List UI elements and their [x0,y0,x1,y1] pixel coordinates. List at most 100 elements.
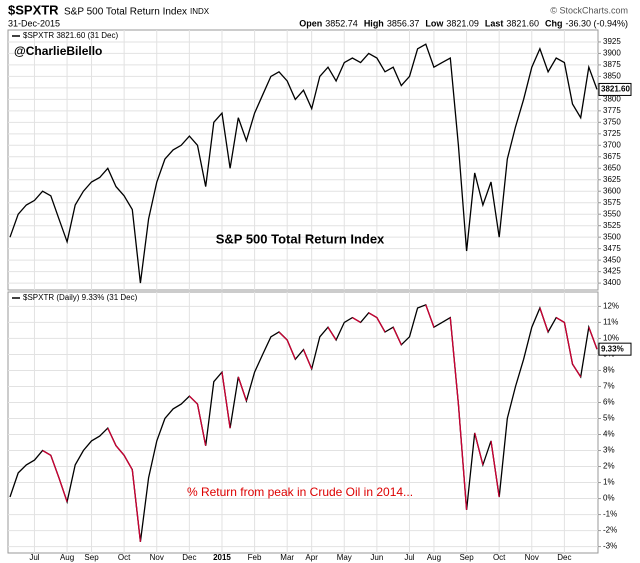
y-tick-label: 4% [603,430,615,439]
x-tick-label: Mar [280,553,294,562]
price-line [9,303,598,542]
down-segment [58,477,68,502]
exchange: INDX [190,7,210,16]
y-tick-label: 3625 [603,175,621,184]
subtitle: S&P 500 Total Return Index [64,7,187,18]
down-segment [449,317,460,405]
quote-label: Chg [545,18,563,28]
down-segment [221,371,231,429]
down-segment [376,317,386,333]
y-tick-label: 3475 [603,244,621,253]
y-tick-label: 2% [603,462,615,471]
x-tick-label: Dec [182,553,196,562]
y-tick-label: 3% [603,446,615,455]
x-tick-label: Nov [525,553,539,562]
x-tick-label: Aug [60,553,74,562]
x-tick-label: May [337,553,352,562]
x-tick-label: Aug [427,553,441,562]
x-tick-label: Apr [305,553,318,562]
down-segment [188,395,198,405]
x-tick-label: Sep [459,553,474,562]
down-segment [131,469,142,542]
quote-value: 3856.37 [387,18,420,28]
y-tick-label: 7% [603,382,615,391]
y-tick-label: 3725 [603,129,621,138]
down-segment [327,326,337,341]
down-segment [42,449,52,456]
quote-label: Last [485,18,504,28]
y-tick-label: -1% [603,510,617,519]
quote-value: 3821.60 [506,18,539,28]
down-segment [352,317,361,323]
y-tick-label: 8% [603,366,615,375]
y-tick-label: 11% [603,318,618,327]
symbol: $SPXTR [8,2,59,17]
y-tick-label: -3% [603,542,617,551]
down-segment [474,432,484,466]
quote-label: Low [425,18,444,28]
down-segment [571,363,582,378]
x-tick-label: Jul [29,553,39,562]
y-tick-label: 3425 [603,267,621,276]
y-tick-label: 3900 [603,49,621,58]
y-tick-label: 3525 [603,221,621,230]
y-tick-label: 3850 [603,72,621,81]
y-tick-label: 6% [603,398,615,407]
y-tick-label: 3500 [603,232,621,241]
y-tick-label: 3775 [603,106,621,115]
legend: $SPXTR (Daily) 9.33% (31 Dec) [23,293,138,302]
down-segment [563,322,574,365]
annotation: S&P 500 Total Return Index [216,231,385,246]
down-segment [588,327,598,350]
x-tick-label: Feb [248,553,262,562]
down-segment [425,304,435,328]
y-tick-label: 10% [603,334,619,343]
y-tick-label: 3575 [603,198,621,207]
x-tick-label: 2015 [213,553,231,562]
y-tick-label: 3925 [603,37,621,46]
last-value-label: 9.33% [601,344,624,353]
y-tick-label: 3550 [603,209,621,218]
y-tick-label: 3400 [603,278,621,287]
annotation: % Return from peak in Crude Oil in 2014.… [187,485,413,499]
x-tick-label: Jun [370,553,383,562]
panel-frame [7,291,599,554]
down-segment [555,317,565,323]
y-tick-label: 3875 [603,60,621,69]
panel-frame [7,29,599,291]
annotation: @CharlieBilello [14,44,102,58]
y-tick-label: 3800 [603,94,621,103]
x-tick-label: Oct [493,553,506,562]
x-tick-label: Nov [150,553,164,562]
quote-label: Open [299,18,322,28]
x-tick-label: Dec [557,553,571,562]
down-segment [115,445,125,456]
down-segment [539,307,549,333]
x-tick-label: Oct [118,553,131,562]
y-tick-label: 3450 [603,255,621,264]
down-segment [368,312,378,319]
down-segment [286,339,296,360]
price-line [9,43,598,284]
down-segment [302,349,313,370]
down-segment [490,440,500,498]
down-segment [237,376,248,402]
down-segment [123,455,133,471]
x-tick-label: Sep [84,553,99,562]
down-segment [107,427,117,446]
y-tick-label: 12% [603,302,619,311]
y-tick-label: 3700 [603,140,621,149]
y-tick-label: 5% [603,414,615,423]
quote-value: 3852.74 [325,18,358,28]
x-tick-label: Jul [404,553,414,562]
y-tick-label: 3600 [603,186,621,195]
date: 31-Dec-2015 [8,18,60,28]
last-value-box [598,342,632,356]
quote-label: High [364,18,384,28]
down-segment [278,331,288,341]
quote-value: 3821.09 [446,18,479,28]
down-segment [50,455,60,478]
y-tick-label: 3750 [603,117,621,126]
